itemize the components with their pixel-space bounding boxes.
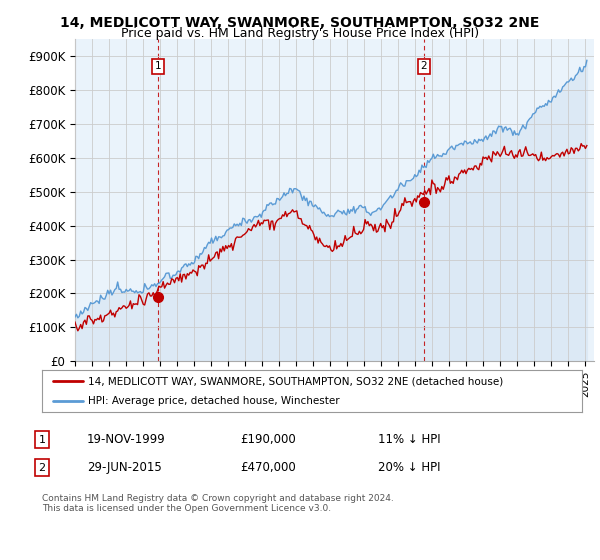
Text: Contains HM Land Registry data © Crown copyright and database right 2024.
This d: Contains HM Land Registry data © Crown c… [42,494,394,514]
Text: 20% ↓ HPI: 20% ↓ HPI [378,461,440,474]
Text: 1: 1 [155,61,161,71]
Text: 29-JUN-2015: 29-JUN-2015 [87,461,162,474]
Text: 14, MEDLICOTT WAY, SWANMORE, SOUTHAMPTON, SO32 2NE: 14, MEDLICOTT WAY, SWANMORE, SOUTHAMPTON… [61,16,539,30]
Text: 11% ↓ HPI: 11% ↓ HPI [378,433,440,446]
Text: £190,000: £190,000 [240,433,296,446]
Text: 1: 1 [38,435,46,445]
Text: Price paid vs. HM Land Registry's House Price Index (HPI): Price paid vs. HM Land Registry's House … [121,27,479,40]
Text: £470,000: £470,000 [240,461,296,474]
Text: 19-NOV-1999: 19-NOV-1999 [87,433,166,446]
Text: 14, MEDLICOTT WAY, SWANMORE, SOUTHAMPTON, SO32 2NE (detached house): 14, MEDLICOTT WAY, SWANMORE, SOUTHAMPTON… [88,376,503,386]
Text: HPI: Average price, detached house, Winchester: HPI: Average price, detached house, Winc… [88,396,340,406]
Text: 2: 2 [421,61,427,71]
Text: 2: 2 [38,463,46,473]
